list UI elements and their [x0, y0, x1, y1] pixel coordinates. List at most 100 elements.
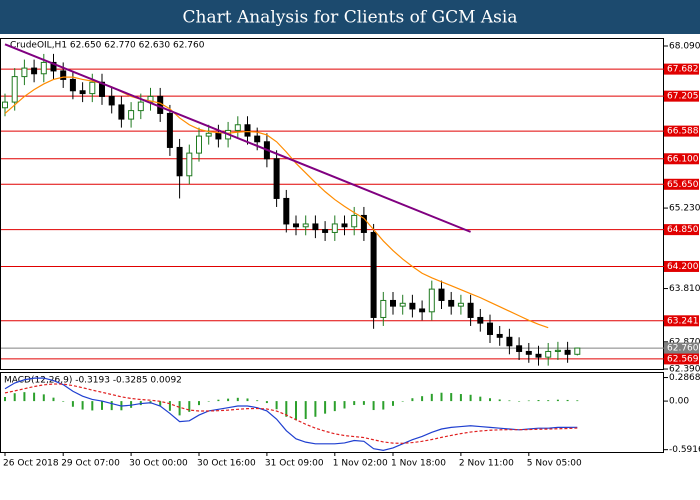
macd-histogram-bar [178, 401, 181, 416]
macd-histogram-bar [207, 401, 210, 402]
candle-body [21, 67, 28, 78]
candle-body [186, 152, 193, 177]
candle-body [196, 135, 202, 154]
macd-histogram-bar [256, 400, 259, 402]
header-bar [0, 0, 700, 34]
macd-histogram-bar [489, 398, 491, 402]
macd-histogram-bar [353, 401, 356, 406]
macd-histogram-bar [362, 401, 365, 405]
candle-body [50, 61, 57, 72]
level-label: 64.850 [667, 225, 699, 235]
candle-body [244, 124, 251, 137]
candle-body [215, 132, 222, 140]
x-tick-label: 5 Nov 05:00 [527, 459, 582, 469]
level-label: 62.569 [667, 354, 699, 364]
macd-histogram-bar [71, 401, 74, 407]
macd-histogram-bar [556, 399, 559, 402]
candle-body [438, 288, 445, 301]
macd-histogram-bar [508, 400, 511, 402]
macd-histogram-bar [392, 401, 394, 406]
candle-body [118, 104, 125, 120]
x-tick-label: 2 Nov 11:00 [459, 459, 514, 469]
x-tick-label: 26 Oct 2018 [3, 459, 59, 469]
y-tick-label: 62.870 [669, 337, 700, 347]
candle-body [99, 81, 105, 97]
y-tick-label: 65.230 [669, 204, 700, 214]
level-label: 66.100 [667, 154, 699, 164]
macd-histogram-bar [265, 401, 268, 404]
moving-average [4, 76, 549, 329]
level-tag [664, 178, 699, 190]
candle-body [322, 229, 329, 233]
macd-histogram-bar [469, 394, 472, 402]
x-tick-label: 30 Oct 16:00 [197, 459, 256, 469]
macd-histogram-bar [324, 401, 327, 414]
macd-histogram-bar [81, 401, 84, 410]
macd-histogram-bar [518, 401, 521, 402]
candle-body [525, 350, 532, 355]
macd-histogram-bar [23, 392, 26, 402]
macd-histogram-bar [13, 393, 16, 402]
macd-histogram-bar [333, 401, 336, 412]
macd-histogram-bar [91, 401, 94, 411]
macd-histogram-bar [314, 401, 317, 417]
macd-histogram-bar [236, 397, 239, 402]
candle-body [176, 146, 183, 177]
macd-histogram-bar [411, 398, 414, 402]
candle-body [128, 110, 135, 120]
candle-body [380, 299, 387, 318]
macd-histogram-bar [401, 401, 404, 402]
candle-body [205, 132, 212, 137]
candle-body [477, 316, 484, 324]
macd-histogram-bar [295, 401, 297, 421]
candle-body [254, 135, 261, 143]
candle-body [545, 350, 552, 358]
macd-histogram-bar [479, 396, 482, 402]
macd-histogram-bar [421, 396, 424, 402]
macd-histogram-bar [52, 397, 55, 402]
symbol-info: CrudeOIL,H1 62.650 62.770 62.630 62.760 [10, 41, 205, 51]
candle-body [487, 322, 493, 335]
macd-histogram-bar [168, 401, 171, 411]
candle-body [448, 299, 455, 307]
macd-histogram-bar [130, 401, 133, 408]
macd-line [4, 377, 578, 451]
macd-histogram-bar [547, 400, 550, 402]
macd-histogram-bar [4, 396, 6, 402]
level-tag [664, 153, 699, 165]
level-label: 66.588 [667, 127, 699, 137]
candle-body [409, 302, 416, 310]
macd-info: MACD(12,26,9) -0.3193 -0.3285 0.0092 [4, 376, 182, 386]
x-tick-label: 1 Nov 18:00 [391, 459, 446, 469]
candle-body [370, 231, 377, 318]
candle-body [428, 288, 435, 313]
candle-body [564, 349, 571, 355]
candle-body [166, 112, 173, 148]
level-label: 64.200 [667, 262, 699, 272]
candle-body [351, 214, 358, 228]
trendline [4, 43, 471, 233]
candle-body [40, 61, 47, 75]
macd-histogram-bar [527, 400, 530, 402]
y-tick-label: 0.00 [669, 397, 689, 407]
candle-body [108, 95, 115, 106]
macd-histogram-bar [62, 401, 65, 402]
candle-body [69, 78, 76, 92]
candle-body [283, 197, 290, 225]
candle-body [2, 101, 8, 109]
candle-body [535, 353, 542, 358]
macd-histogram-bar [498, 399, 501, 402]
macd-histogram-bar [343, 401, 346, 409]
macd-histogram-bar [382, 401, 385, 410]
y-tick-label: -0.5916 [669, 445, 700, 455]
x-tick-label: 31 Oct 09:00 [265, 459, 324, 469]
x-tick-label: 29 Oct 07:00 [61, 459, 120, 469]
candle-body [31, 67, 38, 75]
macd-histogram-bar [188, 401, 191, 412]
candle-body [390, 299, 396, 307]
macd-histogram-bar [372, 401, 375, 411]
macd-histogram-bar [227, 398, 230, 402]
candle-body [312, 223, 319, 231]
signal-line [4, 383, 578, 444]
